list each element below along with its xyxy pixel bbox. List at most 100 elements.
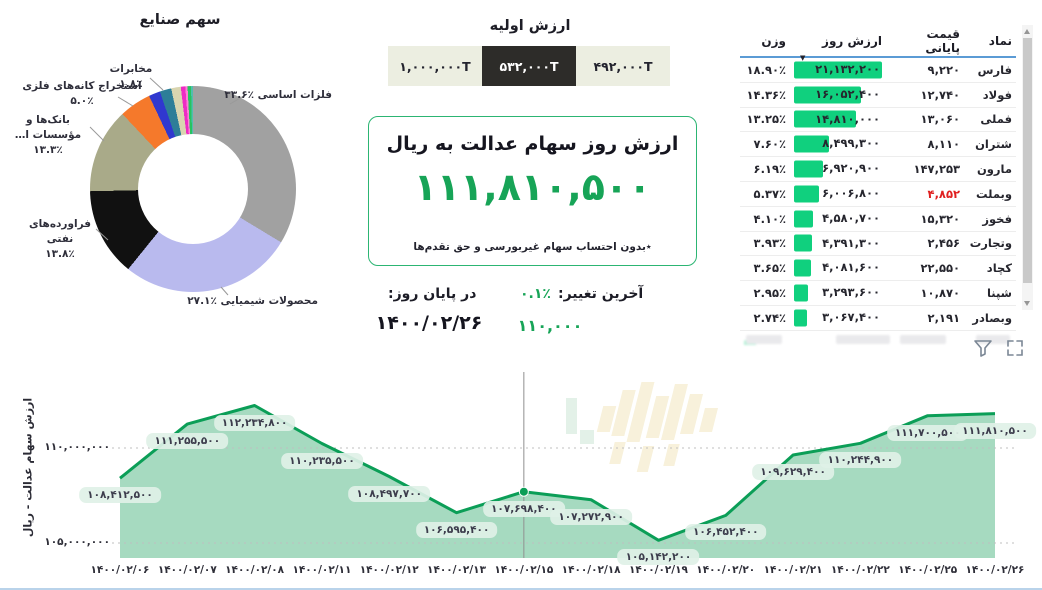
y-tick-110m: ۱۱۰,۰۰۰,۰۰۰ bbox=[44, 441, 110, 453]
header-close-price[interactable]: قیمت پایانی bbox=[925, 27, 960, 55]
point-label: ۱۰۹,۶۲۹,۴۰۰ bbox=[752, 464, 834, 481]
symbol-cell: فخوز bbox=[982, 211, 1012, 226]
symbol-cell: مارون bbox=[976, 162, 1012, 177]
symbol-cell: شپنا bbox=[986, 286, 1012, 301]
weight-cell: ۳.۹۳٪ bbox=[753, 236, 786, 251]
close-price-cell: ۱۴۷,۲۵۳ bbox=[913, 162, 960, 177]
value-bar bbox=[794, 234, 813, 252]
weight-cell: ۲.۹۵٪ bbox=[753, 286, 786, 301]
symbol-cell: فارس bbox=[977, 62, 1012, 77]
value-bar bbox=[794, 185, 819, 203]
x-tick-label: ۱۴۰۰/۰۲/۲۱ bbox=[763, 564, 823, 576]
day-value-text: ۱۴,۸۱۰,۰۰۰ bbox=[815, 111, 880, 126]
slice-label-basic-metals: فلزات اساسی ۳۳.۶٪ bbox=[224, 89, 332, 101]
day-value-cell: ۴,۰۸۱,۶۰۰ bbox=[790, 256, 886, 280]
value-bar bbox=[794, 210, 814, 228]
initial-value-option-1[interactable]: ۵۳۲,۰۰۰T bbox=[482, 46, 576, 86]
scrollbar-up-icon[interactable] bbox=[1024, 29, 1030, 34]
last-change-percent: ۰.۱٪ bbox=[520, 286, 551, 302]
close-price-cell: ۴,۸۵۲ bbox=[927, 186, 960, 201]
close-price-cell: ۲۲,۵۵۰ bbox=[920, 261, 960, 276]
area-chart-panel: ارزش سهام عدالت - ریال ۱۱۰,۰۰۰,۰۰۰ ۱۰۵,۰… bbox=[0, 368, 1042, 590]
value-bar bbox=[794, 259, 811, 277]
sort-desc-icon[interactable]: ▼ bbox=[800, 54, 806, 62]
scrollbar-thumb[interactable] bbox=[1023, 38, 1032, 283]
table-row[interactable]: فارس ۹,۲۲۰ ۲۱,۱۳۲,۲۰۰ ۱۸.۹۰٪ bbox=[740, 58, 1016, 83]
x-tick-label: ۱۴۰۰/۰۲/۱۸ bbox=[561, 564, 621, 576]
day-value-cell: ۶,۰۰۶,۸۰۰ bbox=[790, 182, 886, 206]
day-value-card: ارزش روز سهام عدالت به ریال ۱۱۱,۸۱۰,۵۰۰ … bbox=[368, 116, 697, 266]
day-value-cell: ۴,۵۸۰,۷۰۰ bbox=[790, 207, 886, 231]
day-value-cell: ۴,۳۹۱,۳۰۰ bbox=[790, 232, 886, 256]
x-tick-label: ۱۴۰۰/۰۲/۱۱ bbox=[292, 564, 352, 576]
header-weight[interactable]: وزن bbox=[761, 34, 786, 48]
donut-title: سهم صنایع bbox=[139, 12, 221, 28]
value-bar bbox=[794, 160, 823, 178]
change-summary: آخرین تغییر: ۰.۱٪ ۱۱۰,۰۰۰ در پایان روز: … bbox=[360, 284, 720, 356]
point-label: ۱۰۸,۴۱۲,۵۰۰ bbox=[79, 487, 161, 504]
slice-label-metal-mining: استخراج کانه‌های فلزی ۵.۰٪ bbox=[22, 80, 142, 108]
point-label: ۱۰۶,۵۹۵,۴۰۰ bbox=[415, 521, 498, 538]
day-value-amount: ۱۱۱,۸۱۰,۵۰۰ bbox=[413, 165, 652, 209]
close-price-cell: ۱۲,۷۴۰ bbox=[920, 87, 960, 102]
industry-donut-chart[interactable] bbox=[90, 86, 296, 292]
table-row[interactable]: فخوز ۱۵,۳۲۰ ۴,۵۸۰,۷۰۰ ۴.۱۰٪ bbox=[740, 207, 1016, 232]
last-change-label: آخرین تغییر: bbox=[558, 286, 644, 302]
expand-icon[interactable] bbox=[1005, 338, 1025, 358]
bottom-divider bbox=[0, 588, 1042, 590]
value-bar bbox=[794, 309, 807, 327]
table-scrollbar[interactable] bbox=[1022, 25, 1033, 310]
weight-cell: ۱۸.۹۰٪ bbox=[746, 62, 786, 77]
weight-cell: ۷.۶۰٪ bbox=[753, 137, 786, 152]
initial-value-option-0[interactable]: ۴۹۲,۰۰۰T bbox=[576, 46, 670, 86]
header-symbol[interactable]: نماد bbox=[988, 34, 1012, 48]
end-of-day-label: در پایان روز: bbox=[388, 286, 477, 302]
weight-cell: ۳.۶۵٪ bbox=[753, 261, 786, 276]
table-row[interactable]: شتران ۸,۱۱۰ ۸,۴۹۹,۳۰۰ ۷.۶۰٪ bbox=[740, 132, 1016, 158]
table-row[interactable]: فملی ۱۳,۰۶۰ ۱۴,۸۱۰,۰۰۰ ۱۳.۲۵٪ bbox=[740, 108, 1016, 133]
symbol-cell: وتجارت bbox=[969, 236, 1012, 251]
symbol-cell: وبصادر bbox=[972, 310, 1012, 325]
slice-label-oil-products: فراورده‌های نفتی ۱۳.۸٪ bbox=[28, 218, 91, 261]
table-row[interactable]: وتجارت ۲,۴۵۶ ۴,۳۹۱,۳۰۰ ۳.۹۳٪ bbox=[740, 232, 1016, 257]
crosshair-point bbox=[518, 486, 529, 497]
value-bar bbox=[794, 110, 856, 128]
last-change-amount: ۱۱۰,۰۰۰ bbox=[517, 316, 583, 335]
symbol-cell: فملی bbox=[980, 112, 1012, 127]
day-value-text: ۶,۰۰۶,۸۰۰ bbox=[822, 185, 880, 200]
header-day-value[interactable]: ارزش روز ▼ bbox=[800, 34, 882, 62]
day-value-text: ۲۱,۱۳۲,۲۰۰ bbox=[815, 62, 880, 76]
table-row[interactable]: وبملت ۴,۸۵۲ ۶,۰۰۶,۸۰۰ ۵.۳۷٪ bbox=[740, 182, 1016, 207]
x-tick-label: ۱۴۰۰/۰۲/۱۹ bbox=[628, 564, 688, 576]
x-tick-label: ۱۴۰۰/۰۲/۲۲ bbox=[830, 564, 890, 576]
scrollbar-down-icon[interactable] bbox=[1024, 301, 1030, 306]
table-row[interactable]: مارون ۱۴۷,۲۵۳ ۶,۹۲۰,۹۰۰ ۶.۱۹٪ bbox=[740, 157, 1016, 182]
day-value-footnote: ٭بدون احتساب سهام غیربورسی و حق تقدم‌ها bbox=[413, 241, 652, 253]
table-row[interactable]: کچاد ۲۲,۵۵۰ ۴,۰۸۱,۶۰۰ ۳.۶۵٪ bbox=[740, 256, 1016, 282]
close-price-cell: ۹,۲۲۰ bbox=[927, 62, 960, 77]
table-row[interactable]: وبصادر ۲,۱۹۱ ۳,۰۶۷,۴۰۰ ۲.۷۴٪ bbox=[740, 306, 1016, 331]
initial-value-option-2[interactable]: ۱,۰۰۰,۰۰۰T bbox=[388, 46, 482, 86]
value-bar bbox=[794, 61, 882, 79]
boursine-watermark-logo bbox=[0, 368, 1042, 590]
x-tick-label: ۱۴۰۰/۰۲/۱۲ bbox=[359, 564, 419, 576]
day-value-text: ۳,۲۹۳,۶۰۰ bbox=[822, 285, 880, 300]
x-tick-label: ۱۴۰۰/۰۲/۲۵ bbox=[898, 564, 958, 576]
day-value-cell: ۶,۹۲۰,۹۰۰ bbox=[790, 157, 886, 181]
holdings-table: نماد قیمت پایانی ارزش روز ▼ وزن فارس ۹,۲۲… bbox=[740, 26, 1016, 345]
value-bar bbox=[794, 284, 808, 302]
value-trend-chart[interactable] bbox=[0, 368, 1042, 590]
weight-cell: ۱۴.۳۶٪ bbox=[746, 87, 786, 102]
weight-cell: ۴.۱۰٪ bbox=[753, 211, 786, 226]
filter-icon[interactable] bbox=[973, 338, 993, 358]
point-label: ۱۱۱,۸۱۰,۵۰۰ bbox=[954, 422, 1036, 439]
table-row[interactable]: شپنا ۱۰,۸۷۰ ۳,۲۹۳,۶۰۰ ۲.۹۵٪ bbox=[740, 281, 1016, 306]
point-label: ۱۱۲,۲۳۴,۸۰۰ bbox=[213, 414, 296, 431]
close-price-cell: ۱۳,۰۶۰ bbox=[920, 112, 960, 127]
symbol-cell: وبملت bbox=[975, 186, 1012, 201]
point-label: ۱۰۷,۶۹۸,۴۰۰ bbox=[483, 500, 565, 517]
table-row[interactable]: فولاد ۱۲,۷۴۰ ۱۶,۰۵۲,۴۰۰ ۱۴.۳۶٪ bbox=[740, 83, 1016, 108]
value-bar bbox=[794, 135, 830, 153]
trend-line bbox=[119, 404, 996, 542]
